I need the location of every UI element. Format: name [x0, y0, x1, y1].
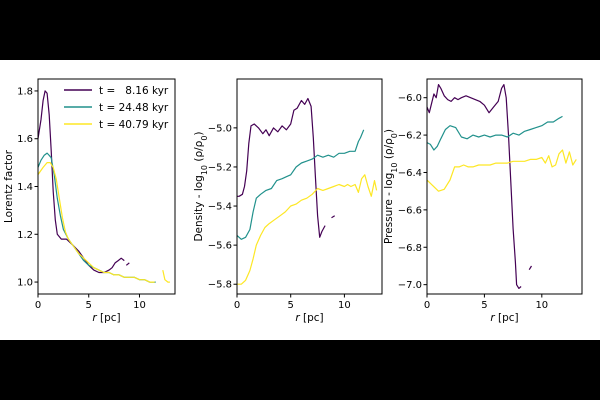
series-line-1-segment-2	[125, 262, 130, 266]
legend-label-1: t = 8.16 kyr	[99, 85, 169, 97]
x-tick-label: 5	[481, 300, 487, 311]
y-tick-label: −5.0	[208, 123, 232, 134]
x-tick-label: 0	[424, 300, 430, 311]
panel-2: 0 5 10 −5.8 −5.6 −5.4 −5.2 −5.0 r [pc] Density - …	[193, 78, 383, 324]
y-axis-label: Pressure - log10 (ρ/ρ0)	[383, 129, 399, 244]
legend-label-2: t = 24.48 kyr	[99, 102, 169, 114]
y-tick-label: −5.8	[208, 280, 232, 291]
figure-svg: 0 5 10 1.0 1.2 1.4 1.6 1.8 r [pc] Lorentz factor t…	[3, 78, 583, 324]
plot-frame	[236, 78, 383, 295]
y-tick-label: −5.2	[208, 162, 232, 173]
x-axis-label: r [pc]	[295, 312, 323, 324]
panel-1: 0 5 10 1.0 1.2 1.4 1.6 1.8 r [pc] Lorentz factor t…	[3, 78, 176, 324]
y-tick-label: −6.2	[398, 131, 422, 142]
series-line-3-segment-1	[427, 149, 577, 192]
series-line-1-segment-2	[528, 265, 533, 271]
x-axis-label: r [pc]	[490, 312, 518, 324]
series-line-2-segment-1	[237, 129, 365, 240]
x-tick-label: 5	[86, 300, 92, 311]
x-tick-label: 10	[133, 300, 146, 311]
x-tick-label: 10	[338, 300, 351, 311]
x-tick-label: 0	[35, 300, 41, 311]
series-line-1-segment-1	[427, 84, 522, 289]
series-line-3-segment-1	[237, 174, 378, 285]
y-tick-label: 1.2	[17, 230, 33, 241]
series-line-3-segment-2	[162, 269, 170, 283]
legend: t = 8.16 kyr t = 24.48 kyr t = 40.79 kyr	[64, 85, 169, 131]
y-axis-label: Density - log10 (ρ/ρ0)	[193, 131, 209, 241]
y-tick-label: 1.0	[17, 278, 33, 289]
x-axis-label: r [pc]	[92, 312, 120, 324]
y-tick-label: 1.6	[17, 134, 33, 145]
y-axis-label: Lorentz factor	[3, 149, 15, 223]
y-tick-label: −5.4	[208, 202, 232, 213]
legend-label-3: t = 40.79 kyr	[99, 119, 169, 131]
x-tick-label: 10	[535, 300, 548, 311]
x-tick-label: 5	[288, 300, 294, 311]
y-tick-label: −6.8	[398, 243, 422, 254]
x-tick-label: 0	[234, 300, 240, 311]
y-tick-label: 1.8	[17, 86, 33, 97]
y-tick-label: −6.0	[398, 93, 422, 104]
y-tick-label: −5.6	[208, 241, 232, 252]
series-line-2-segment-1	[427, 115, 563, 151]
figure: 0 5 10 1.0 1.2 1.4 1.6 1.8 r [pc] Lorentz factor t…	[0, 60, 600, 340]
y-tick-label: −6.4	[398, 168, 422, 179]
panel-3: 0 5 10 −7.0 −6.8 −6.6 −6.4 −6.2 −6.0 r [pc] Pressu…	[383, 78, 583, 324]
series-line-1-segment-2	[331, 215, 336, 219]
y-tick-label: −7.0	[398, 280, 422, 291]
y-tick-label: 1.4	[17, 182, 33, 193]
y-tick-label: −6.6	[398, 205, 422, 216]
plot-frame	[426, 78, 583, 295]
series-line-3-segment-1	[38, 161, 155, 283]
series-line-1-segment-1	[237, 97, 326, 238]
